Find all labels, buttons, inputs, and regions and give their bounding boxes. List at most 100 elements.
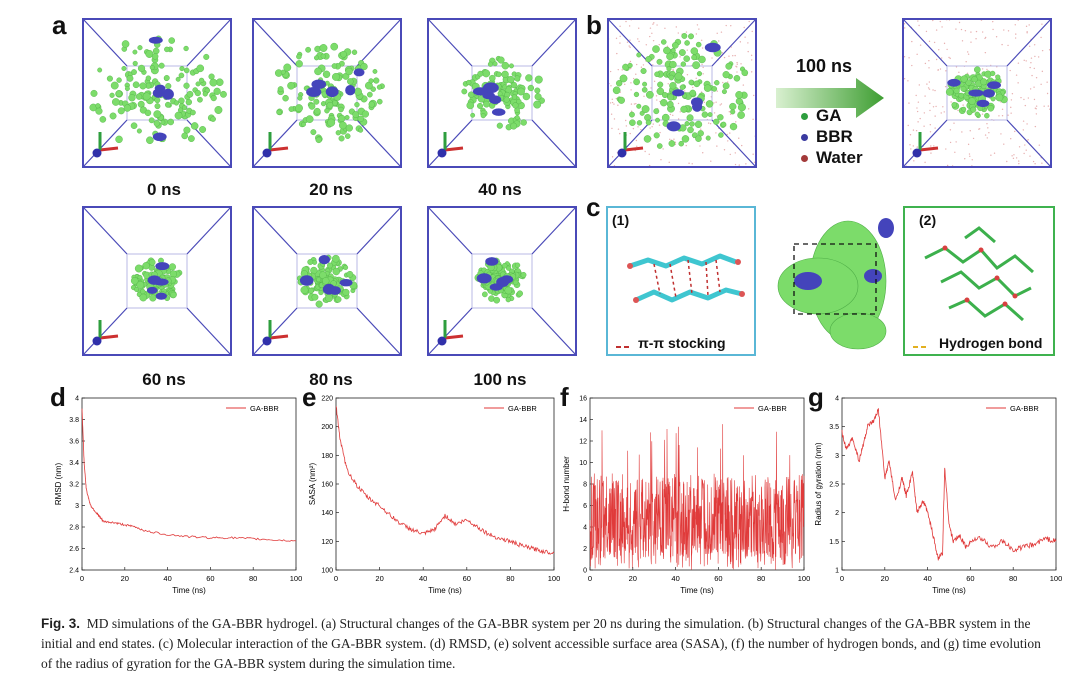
y-tick-label: 2.4 [69, 568, 79, 575]
x-tick-label: 40 [419, 574, 427, 583]
inset1-legend: π-π stocking [638, 335, 726, 351]
series-line-ga-bbr [335, 406, 555, 555]
y-tick-label: 3.8 [69, 417, 79, 424]
y-tick-label: 3.4 [69, 460, 79, 467]
legend-bbr: BBR [816, 127, 853, 146]
y-tick-label: 200 [321, 424, 333, 431]
plot-frame [335, 397, 555, 571]
time-label-0ns: 0 ns [146, 180, 182, 199]
x-tick-label: 40 [671, 574, 679, 583]
plot-frame [81, 397, 297, 571]
y-tick-label: 3 [75, 503, 79, 510]
y-tick-label: 16 [579, 396, 587, 403]
y-tick-label: 4 [75, 396, 79, 403]
y-tick-label: 4 [835, 396, 839, 403]
inset-pi-stacking: (1) π-π stocking [606, 206, 756, 356]
time-label-60ns: 60 ns [142, 370, 186, 389]
x-tick-label: 100 [290, 574, 303, 583]
box-0ns [82, 18, 232, 168]
box-40ns [427, 18, 577, 168]
y-tick-label: 10 [579, 460, 587, 467]
x-tick-label: 80 [1009, 574, 1017, 583]
time-label-40ns: 40 ns [478, 180, 522, 199]
x-tick-label: 20 [881, 574, 889, 583]
legend-dot-bbr [801, 134, 808, 141]
y-tick-label: 2 [583, 546, 587, 553]
y-axis-label: H-bond number [562, 456, 571, 512]
time-label-20ns: 20 ns [309, 180, 353, 199]
x-tick-label: 60 [714, 574, 722, 583]
y-tick-label: 120 [321, 539, 333, 546]
x-tick-label: 20 [629, 574, 637, 583]
y-tick-label: 4 [583, 525, 587, 532]
y-tick-label: 2.5 [829, 482, 839, 489]
x-tick-label: 20 [375, 574, 383, 583]
legend-dot-water [801, 155, 808, 162]
inset1-label: (1) [612, 212, 630, 228]
y-tick-label: 2.6 [69, 546, 79, 553]
x-tick-label: 60 [463, 574, 471, 583]
x-tick-label: 100 [548, 574, 561, 583]
series-line-ga-bbr [841, 408, 1057, 561]
y-tick-label: 3 [835, 453, 839, 460]
legend-label: GA-BBR [758, 404, 787, 413]
x-axis-label: Time (ns) [172, 586, 206, 595]
panel-letter-b: b [586, 10, 602, 40]
time-label-80ns: 80 ns [309, 370, 353, 389]
legend-water: Water [816, 148, 863, 167]
x-tick-label: 0 [334, 574, 338, 583]
y-tick-label: 100 [321, 568, 333, 575]
x-tick-label: 40 [163, 574, 171, 583]
inset-hydrogen-bond: (2) Hydrogen bond [903, 206, 1055, 356]
box-100ns [427, 206, 577, 356]
y-tick-label: 180 [321, 453, 333, 460]
x-tick-label: 0 [840, 574, 844, 583]
y-tick-label: 6 [583, 503, 587, 510]
chart-rg: 0 20 40 60 80 100 1 1.5 2 2.5 3 3.5 4 Time (ns) Radius… [814, 396, 1063, 596]
legend-label: GA-BBR [250, 404, 279, 413]
cluster-closeup [777, 218, 894, 350]
panel-letter-d: d [50, 382, 66, 412]
box-final-with-water [902, 18, 1052, 168]
panel-letter-c: c [586, 192, 601, 222]
figure-caption: Fig. 3. MD simulations of the GA-BBR hyd… [41, 614, 1051, 674]
x-tick-label: 20 [121, 574, 129, 583]
legend-label: GA-BBR [508, 404, 537, 413]
x-tick-label: 100 [798, 574, 811, 583]
y-tick-label: 0 [583, 568, 587, 575]
plot-frame [841, 397, 1057, 571]
y-tick-label: 8 [583, 482, 587, 489]
x-tick-label: 80 [757, 574, 765, 583]
chart-sasa: 0 20 40 60 80 100 100 120 140 160 180 200 220 Time (n… [308, 396, 561, 596]
x-axis-label: Time (ns) [680, 586, 714, 595]
y-tick-label: 140 [321, 510, 333, 517]
x-tick-label: 80 [506, 574, 514, 583]
series-line-ga-bbr [589, 424, 805, 570]
x-tick-label: 100 [1050, 574, 1063, 583]
x-tick-label: 0 [80, 574, 84, 583]
y-tick-label: 1 [835, 568, 839, 575]
x-axis-label: Time (ns) [428, 586, 462, 595]
x-tick-label: 80 [249, 574, 257, 583]
y-tick-label: 3.6 [69, 439, 79, 446]
y-axis-label: SASA (nm²) [308, 463, 317, 506]
legend-ga: GA [816, 106, 842, 125]
y-tick-label: 14 [579, 417, 587, 424]
box-20ns [252, 18, 402, 168]
y-tick-label: 3.2 [69, 482, 79, 489]
y-tick-label: 3.5 [829, 424, 839, 431]
legend-dot-ga [801, 113, 808, 120]
y-axis-label: Radius of gyration (nm) [814, 442, 823, 525]
x-tick-label: 60 [966, 574, 974, 583]
y-tick-label: 160 [321, 482, 333, 489]
series-line-ga-bbr [81, 408, 297, 542]
box-initial-with-water [607, 18, 757, 168]
caption-text: MD simulations of the GA-BBR hydrogel. (… [41, 616, 1041, 671]
panel-letter-g: g [808, 382, 824, 412]
legend-label: GA-BBR [1010, 404, 1039, 413]
time-arrow [776, 78, 884, 118]
y-tick-label: 1.5 [829, 539, 839, 546]
y-tick-label: 2.8 [69, 525, 79, 532]
x-tick-label: 0 [588, 574, 592, 583]
panel-letter-f: f [560, 382, 569, 412]
